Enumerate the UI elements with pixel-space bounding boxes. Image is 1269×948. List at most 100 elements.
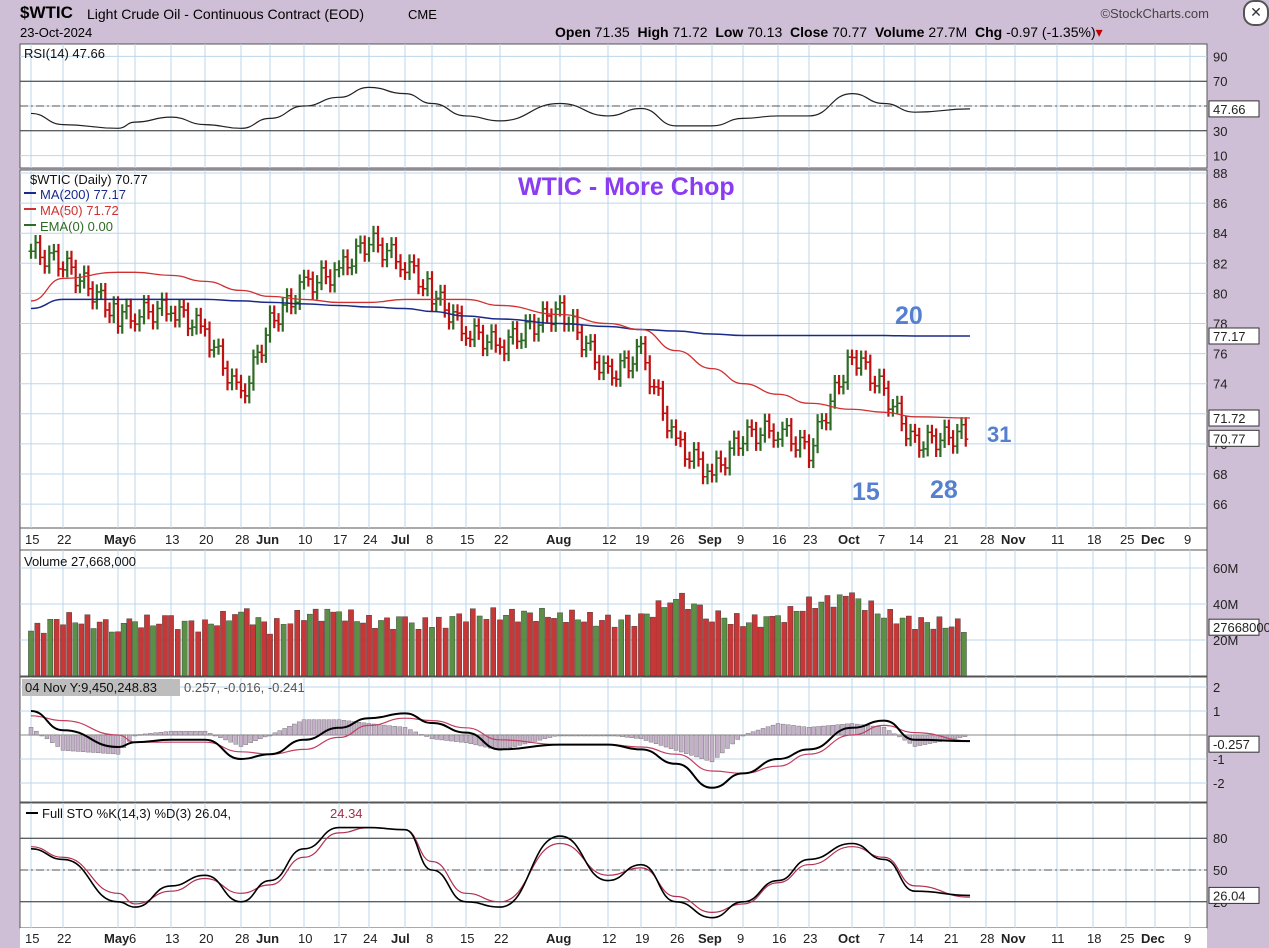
volume-bar: [109, 631, 115, 677]
macd-hist-bar: [50, 734, 55, 743]
volume-bar: [691, 603, 697, 677]
volume-bar: [470, 608, 476, 677]
macd-hist-bar: [449, 734, 454, 742]
macd-hist-bar: [110, 734, 116, 755]
volume-bar: [372, 628, 378, 677]
volume-bar: [599, 620, 605, 677]
volume-bar: [746, 622, 752, 677]
volume-bar: [924, 622, 931, 677]
volume-bar: [893, 623, 900, 677]
volume-bar: [936, 616, 943, 677]
macd-hist-bar: [780, 723, 786, 736]
volume-bar: [545, 616, 551, 677]
volume-bar: [618, 619, 624, 677]
macd-hist-bar: [735, 734, 741, 740]
price-legend: $WTIC (Daily) 70.77: [30, 172, 148, 187]
volume-bar: [366, 614, 372, 677]
date-tick-label: 28: [980, 532, 994, 547]
macd-hist-bar: [825, 725, 831, 736]
price-tick-label: 82: [1213, 256, 1227, 271]
macd-hist-bar: [262, 734, 268, 738]
date-tick-label: 15: [460, 931, 474, 946]
macd-hist-bar: [397, 726, 403, 736]
macd-hist-bar: [871, 725, 876, 736]
sto-legend: Full STO %K(14,3) %D(3) 26.04,: [42, 806, 231, 821]
macd-hist-bar: [605, 734, 611, 737]
macd-hist-bar: [228, 734, 233, 743]
ohlc-readout: Open 71.35 High 71.72 Low 70.13 Close 70…: [555, 24, 1103, 41]
date-tick-label: 6: [129, 931, 136, 946]
date-tick-label: 23: [803, 532, 817, 547]
volume-bar: [261, 621, 268, 677]
macd-hist-bar: [213, 734, 218, 737]
macd-hist-bar: [591, 734, 596, 737]
volume-bar: [408, 622, 415, 677]
volume-bar: [429, 627, 435, 677]
ma50-current-value: 71.72: [1213, 411, 1246, 426]
volume-bar: [150, 625, 156, 677]
macd-hist-bar: [750, 731, 756, 736]
volume-bar: [354, 621, 360, 677]
high-value: 71.72: [672, 24, 708, 40]
ma50-line: [30, 271, 971, 419]
volume-bar: [539, 607, 545, 677]
macd-hist-bar: [321, 719, 327, 736]
macd-hist-bar: [796, 725, 801, 736]
volume-bar: [509, 608, 515, 677]
macd-hist-bar: [648, 734, 654, 743]
date-tick-label: 28: [980, 931, 994, 946]
date-tick-label: 22: [57, 532, 71, 547]
macd-hist-bar: [434, 734, 440, 740]
macd-hist-bar: [791, 725, 796, 736]
macd-hist-bar: [408, 729, 413, 736]
volume-bar: [384, 617, 390, 677]
macd-hist-bar: [730, 734, 735, 745]
rsi-current-value-box: [1208, 100, 1260, 118]
close-icon[interactable]: ✕: [1243, 0, 1269, 26]
volume-bar: [644, 613, 650, 677]
macd-hist-bar: [371, 723, 377, 736]
volume-bar: [181, 620, 188, 677]
macd-hist-bar: [653, 734, 659, 744]
low-value: 70.13: [747, 24, 783, 40]
macd-hist-bar: [668, 734, 674, 749]
macd-hist-bar: [684, 734, 689, 754]
macd-hist-bar: [811, 726, 816, 736]
macd-hist-bar: [326, 719, 332, 736]
date-tick-label: 8: [426, 931, 433, 946]
macd-hist-bar: [855, 723, 860, 736]
volume-bar: [214, 625, 220, 677]
ma200-swatch: [24, 192, 36, 194]
volume-bar: [593, 625, 599, 677]
volume-bar: [649, 616, 656, 677]
ma50-current-value-box: [1208, 409, 1260, 427]
volume-bar: [849, 592, 855, 677]
macd-hist-bar: [115, 734, 121, 755]
volume-bar: [307, 613, 313, 677]
date-tick-label: 26: [670, 931, 684, 946]
macd-tick-label: 2: [1213, 680, 1220, 695]
volume-bar: [232, 614, 238, 677]
macd-hist-bar: [532, 734, 538, 742]
sto-current-value-box: [1208, 886, 1260, 904]
close-current-value-box: [1208, 429, 1260, 447]
date-tick-label: 24: [363, 532, 377, 547]
macd-hist-bar: [725, 734, 730, 749]
macd-hist-bar: [468, 734, 474, 744]
volume-bar: [156, 623, 162, 677]
volume-bar: [208, 623, 214, 677]
volume-bar: [521, 610, 527, 677]
chart-date: 23-Oct-2024: [20, 25, 93, 40]
macd-hist-bar: [248, 734, 253, 743]
volume-bar: [324, 608, 331, 677]
date-tick-label: 16: [772, 931, 786, 946]
macd-hist-bar: [704, 734, 710, 761]
volume-bar: [243, 608, 250, 677]
date-tick-label: Jul: [391, 532, 410, 547]
date-tick-label: 28: [235, 532, 249, 547]
date-tick-label: 11: [1051, 931, 1065, 946]
date-tick-label: Sep: [698, 532, 722, 547]
macd-hist-bar: [392, 726, 397, 736]
volume-bar: [862, 610, 868, 677]
